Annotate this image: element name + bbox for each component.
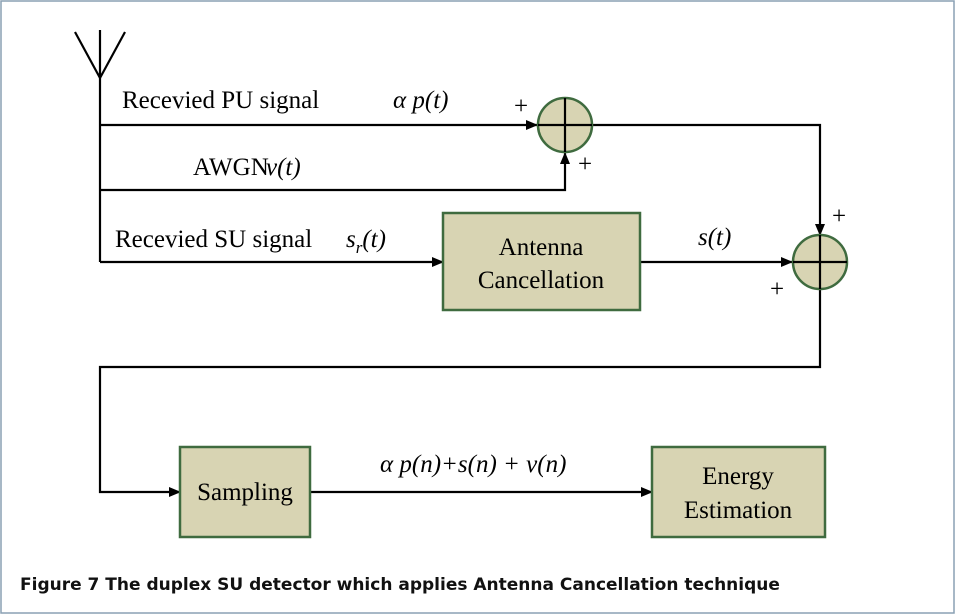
summer [536,96,594,154]
wire [592,123,825,236]
signal-label: Recevied SU signal [115,226,312,253]
wire [98,289,822,497]
block-label: Sampling [197,479,293,506]
math-rest: (t) [362,226,386,253]
antenna [74,30,126,81]
caption: Figure 7 The duplex SU detector which ap… [20,575,780,595]
signal-label: Recevied PU signal [122,87,319,114]
plus-sign: + [770,276,784,303]
block-label: Antenna [499,234,584,261]
block [441,211,642,312]
wire [100,152,570,192]
plus-sign: + [578,151,592,178]
block-label: Cancellation [478,267,605,294]
math-label: α p(t) [393,87,448,114]
math-label: α p(n)+s(n) + v(n) [380,451,566,478]
plus-sign: + [832,203,846,230]
block [650,445,827,539]
summer [791,233,849,291]
block-label: Estimation [684,497,793,524]
signal-label: AWGN [193,154,269,181]
block [178,445,312,539]
plus-sign: + [514,93,528,120]
math-label: s(t) [698,224,731,251]
math-label: sr(t) [346,226,386,257]
math-label: v(t) [266,154,301,181]
math-sub: r [356,238,363,257]
math-base: s [346,226,356,253]
block-label: Energy [702,463,774,490]
